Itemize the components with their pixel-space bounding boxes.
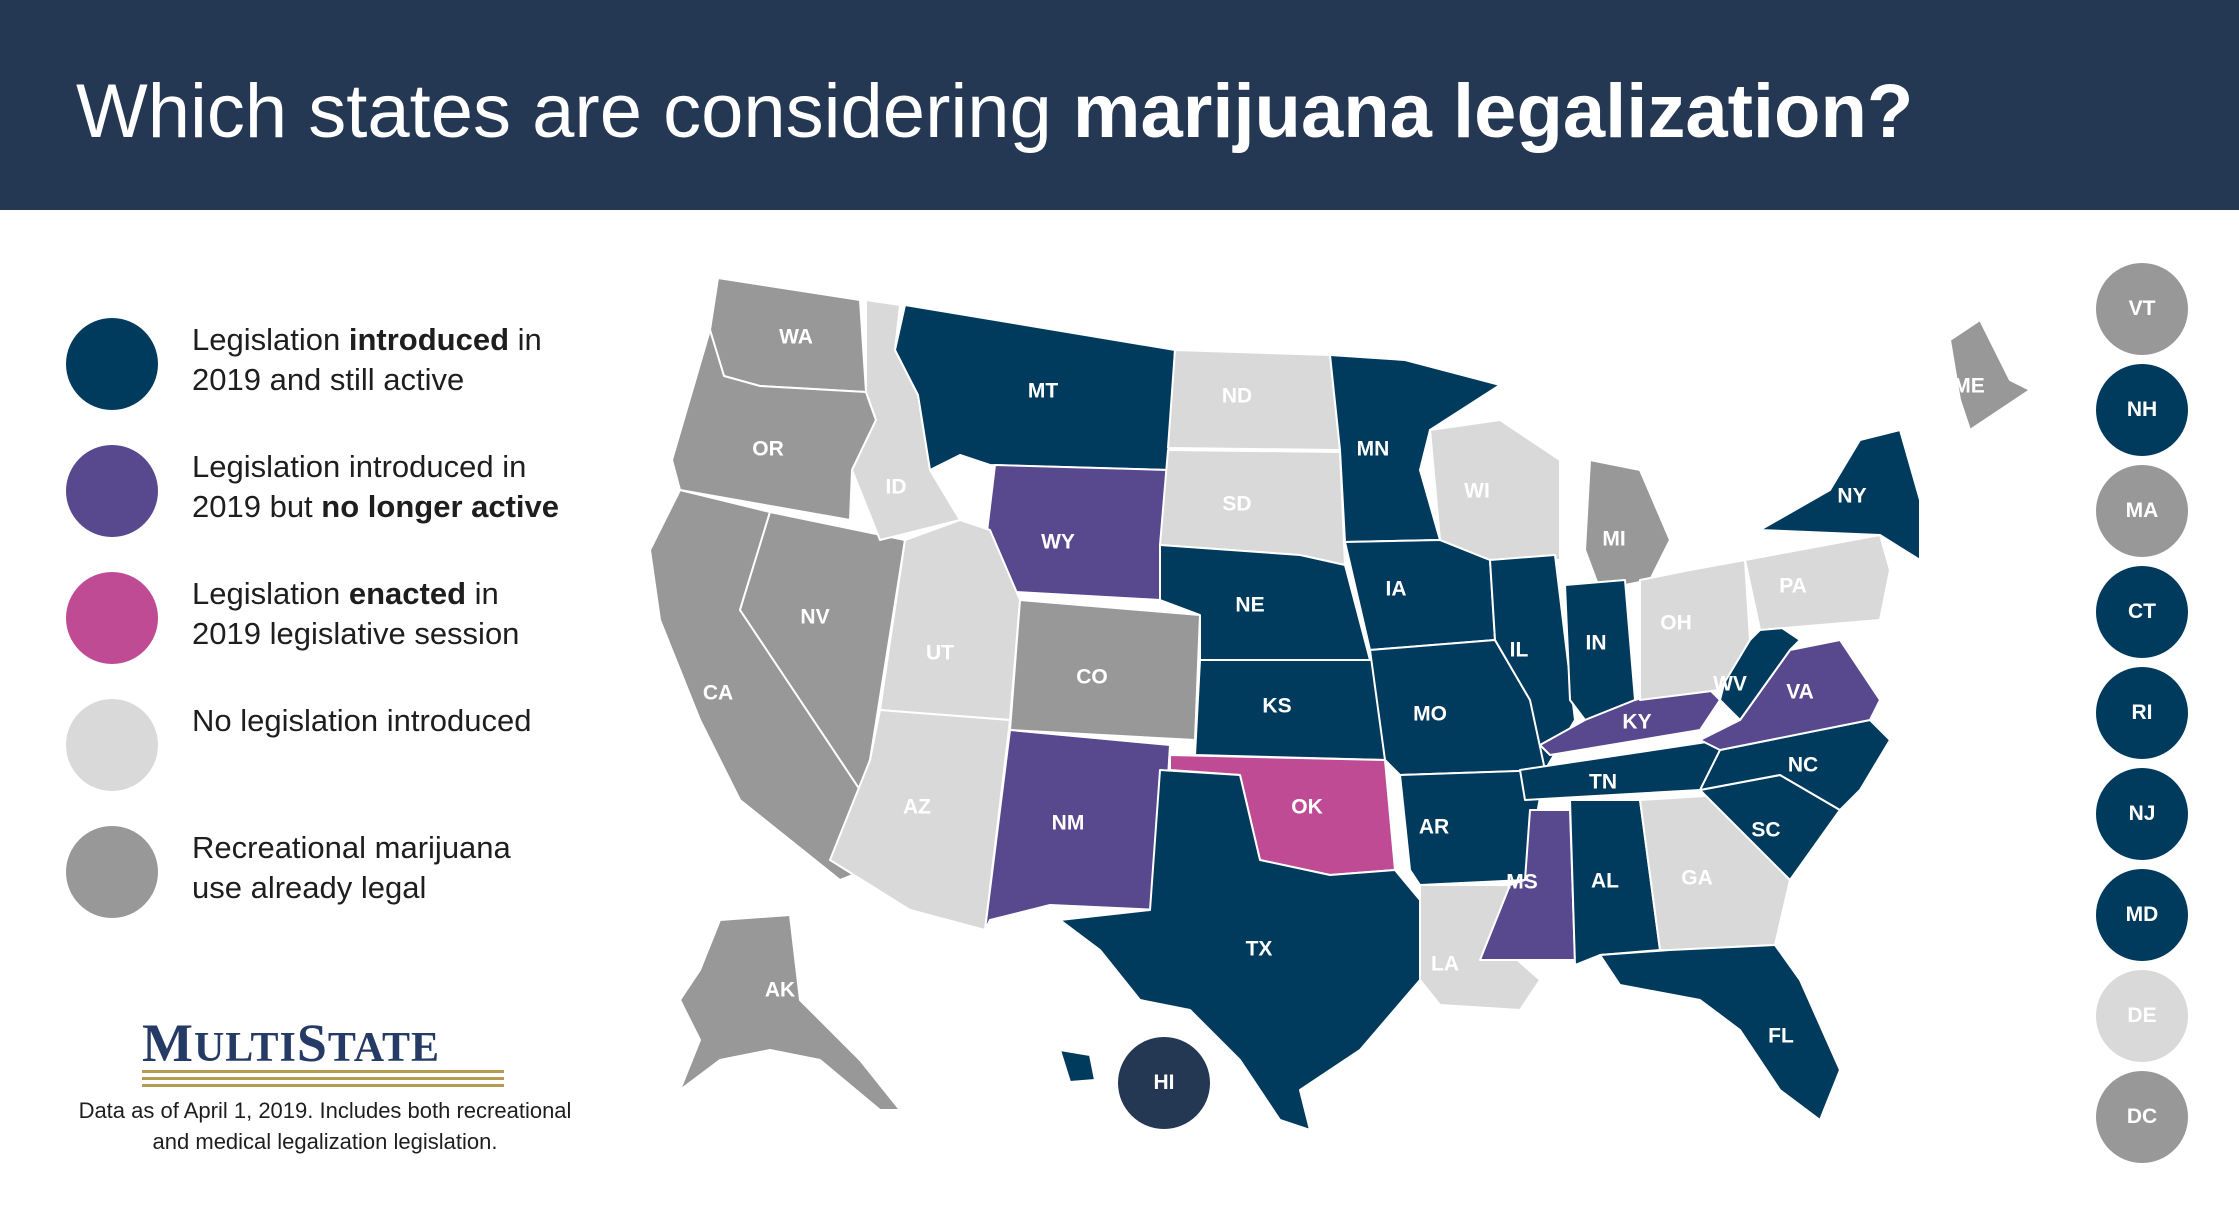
state-label-me: ME: [1953, 375, 1985, 398]
state-ny: [1759, 429, 1921, 561]
state-label-va: VA: [1786, 681, 1814, 704]
legend-label: Legislation introduced in 2019 but no lon…: [192, 449, 560, 524]
state-label-ny: NY: [1837, 485, 1866, 508]
legend-swatch: [66, 445, 158, 537]
state-label-ms: MS: [1506, 871, 1538, 894]
state-nm: [984, 729, 1171, 931]
title-bold: marijuana legalization?: [1072, 69, 1914, 154]
legend-label: No legislation introduced: [192, 703, 532, 738]
legend-label: Recreational marijuana use already legal: [192, 830, 511, 905]
state-label-ca: CA: [703, 682, 733, 705]
state-label-mn: MN: [1357, 438, 1390, 461]
legend-item: Recreational marijuana use already legal: [66, 826, 606, 951]
state-label-nm: NM: [1052, 812, 1085, 835]
state-label-wi: WI: [1464, 480, 1490, 503]
state-circle-ma: MA: [2096, 465, 2188, 557]
state-circle-nj: NJ: [2096, 768, 2188, 860]
state-label-nc: NC: [1788, 754, 1818, 777]
state-nd: [1167, 349, 1341, 451]
state-fl: [1599, 944, 1841, 1121]
state-label-sc: SC: [1751, 819, 1780, 842]
state-label-nd: ND: [1222, 385, 1252, 408]
state-circle-md: MD: [2096, 869, 2188, 961]
state-label-pa: PA: [1779, 575, 1807, 598]
state-label-al: AL: [1591, 870, 1619, 893]
state-label-or: OR: [752, 438, 784, 461]
title-light: Which states are considering: [76, 69, 1073, 154]
state-label-wa: WA: [779, 326, 813, 349]
legend: Legislation introduced in 2019 and still …: [66, 318, 606, 953]
legend-item: Legislation enacted in 2019 legislative s…: [66, 572, 606, 697]
state-label-tx: TX: [1246, 938, 1273, 961]
legend-swatch: [66, 572, 158, 664]
state-mn: [1329, 354, 1501, 543]
state-label-co: CO: [1076, 666, 1108, 689]
state-ak: [679, 914, 901, 1111]
state-label-id: ID: [886, 476, 907, 499]
header-banner: Which states are considering marijuana l…: [0, 0, 2239, 210]
legend-swatch: [66, 318, 158, 410]
state-tx: [1059, 769, 1421, 1131]
state-label-mi: MI: [1602, 528, 1625, 551]
state-label-oh: OH: [1660, 612, 1692, 635]
state-label-tn: TN: [1589, 771, 1617, 794]
state-label-fl: FL: [1768, 1025, 1794, 1048]
state-circle-nh: NH: [2096, 364, 2188, 456]
state-hi: [1059, 1049, 1096, 1083]
hi-circle: HI: [1118, 1037, 1210, 1129]
state-label-ar: AR: [1419, 816, 1449, 839]
legend-item: Legislation introduced in 2019 but no lon…: [66, 445, 606, 570]
state-circle-ct: CT: [2096, 566, 2188, 658]
state-label-az: AZ: [903, 796, 931, 819]
state-label-ak: AK: [765, 979, 795, 1002]
state-label-in: IN: [1586, 632, 1607, 655]
state-label-ky: KY: [1622, 711, 1651, 734]
state-label-ia: IA: [1386, 578, 1407, 601]
state-label-mo: MO: [1413, 703, 1447, 726]
state-mi: [1584, 459, 1671, 591]
us-map: WA OR CA NV ID MT WY UT AZ CO NM ND SD NE KS OK TX MN IA MO…: [649, 277, 2031, 1131]
multistate-logo: MULTISTATE: [142, 1012, 504, 1087]
state-ia: [1344, 539, 1496, 651]
legend-item: Legislation introduced in 2019 and still …: [66, 318, 606, 443]
state-label-la: LA: [1431, 953, 1459, 976]
state-circle-ri: RI: [2096, 667, 2188, 759]
state-wi: [1429, 419, 1561, 561]
state-label-ga: GA: [1681, 867, 1713, 890]
legend-label: Legislation enacted in 2019 legislative s…: [192, 576, 520, 651]
legend-swatch: [66, 699, 158, 791]
legend-label: Legislation introduced in 2019 and still …: [192, 322, 542, 397]
state-oh: [1639, 559, 1751, 701]
state-circle-de: DE: [2096, 970, 2188, 1062]
state-circle-vt: VT: [2096, 263, 2188, 355]
state-label-ut: UT: [926, 642, 954, 665]
state-label-sd: SD: [1222, 493, 1251, 516]
state-circle-dc: DC: [2096, 1071, 2188, 1163]
state-label-ks: KS: [1262, 695, 1291, 718]
state-label-wy: WY: [1041, 531, 1075, 554]
state-label-ne: NE: [1235, 594, 1264, 617]
state-me: [1949, 319, 2031, 431]
state-label-il: IL: [1510, 639, 1529, 662]
legend-item: No legislation introduced: [66, 699, 606, 824]
state-label-ok: OK: [1291, 796, 1323, 819]
page-title: Which states are considering marijuana l…: [76, 62, 1913, 162]
state-label-wv: WV: [1713, 673, 1747, 696]
state-label-mt: MT: [1028, 380, 1058, 403]
legend-swatch: [66, 826, 158, 918]
state-pa: [1744, 534, 1891, 631]
footnote: Data as of April 1, 2019. Includes both …: [78, 1098, 572, 1154]
state-label-nv: NV: [800, 606, 829, 629]
